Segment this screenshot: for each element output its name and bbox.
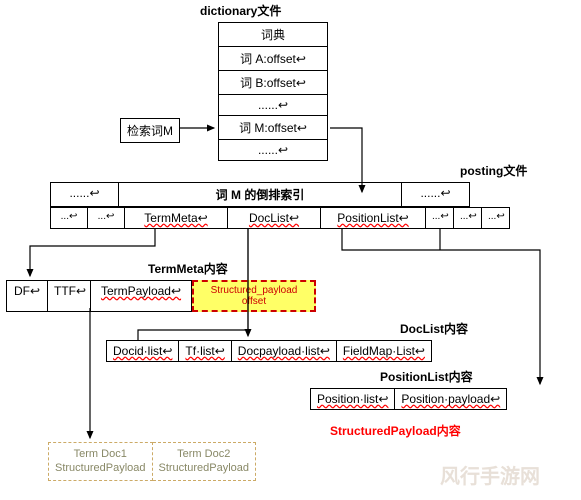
docpayload-cell: Docpayload·list↩ [232, 340, 337, 362]
dict-row: ......↩ [218, 140, 328, 161]
termmeta-cell: TermMeta↩ [125, 207, 228, 229]
tflist-cell: Tf·list↩ [179, 340, 231, 362]
right-dots: ......↩ [402, 182, 470, 207]
dictionary-table: 词典 词 A:offset↩ 词 B:offset↩ ......↩ 词 M:o… [218, 22, 328, 161]
watermark: 风行手游网 [440, 460, 540, 489]
position-list-cell: Position·list↩ [310, 388, 395, 410]
structured-title: StructuredPayload内容 [330, 422, 461, 439]
dict-row: 词 A:offset↩ [218, 47, 328, 71]
dict-row: ......↩ [218, 95, 328, 116]
dictionary-title: dictionary文件 [200, 2, 281, 19]
structured-row: Term Doc1 StructuredPayload Term Doc2 St… [48, 442, 256, 481]
posting-title: posting文件 [460, 162, 527, 179]
dict-header: 词典 [218, 22, 328, 47]
doclist-title: DocList内容 [400, 320, 468, 337]
search-term-box: 检索词M [120, 118, 180, 143]
inverted-title: 词 M 的倒排索引 [119, 182, 402, 207]
position-payload-cell: Position·payload↩ [395, 388, 507, 410]
left-dots: ......↩ [50, 182, 119, 207]
doclist-cell: DocList↩ [228, 207, 321, 229]
dict-row-m: 词 M:offset↩ [218, 116, 328, 140]
positionlist-title: PositionList内容 [380, 368, 473, 385]
termpayload-cell: TermPayload↩ [91, 280, 192, 312]
positionlist-cell: PositionList↩ [321, 207, 426, 229]
right-sm: ...↩ [482, 207, 510, 229]
right-sm: ...↩ [454, 207, 482, 229]
left-sm: ...↩ [50, 207, 88, 229]
positionlist-row: Position·list↩ Position·payload↩ [310, 388, 507, 410]
doclist-row: Docid·list↩ Tf·list↩ Docpayload·list↩ Fi… [106, 340, 432, 362]
docid-cell: Docid·list↩ [106, 340, 179, 362]
structured-cell: Term Doc1 StructuredPayload [48, 442, 153, 481]
right-sm: ...↩ [426, 207, 454, 229]
inverted-index-section: ......↩ 词 M 的倒排索引 ......↩ ...↩ ...↩ Term… [50, 182, 510, 229]
dict-row: 词 B:offset↩ [218, 71, 328, 95]
termmeta-row: DF↩ TTF↩ TermPayload↩ Structured_payload… [6, 280, 316, 312]
structured-cell: Term Doc2 StructuredPayload [153, 442, 257, 481]
df-cell: DF↩ [6, 280, 48, 312]
termmeta-title: TermMeta内容 [148, 260, 228, 277]
ttf-cell: TTF↩ [48, 280, 91, 312]
left-sm: ...↩ [88, 207, 125, 229]
fieldmap-cell: FieldMap·List↩ [337, 340, 432, 362]
structured-offset-cell: Structured_payload offset [192, 280, 316, 312]
